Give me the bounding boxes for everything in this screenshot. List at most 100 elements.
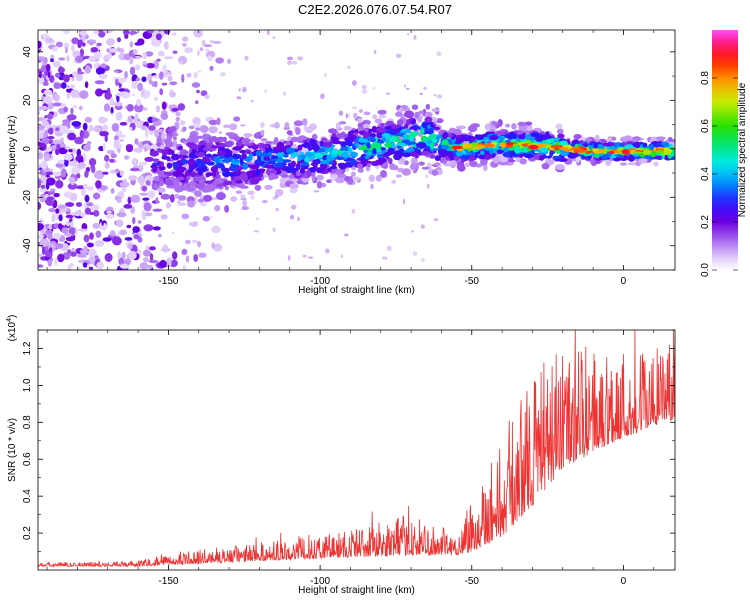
spectrogram-blob <box>43 89 53 96</box>
spectrogram-blob <box>76 173 81 179</box>
spectrogram-blob <box>283 154 289 158</box>
spectrogram-blob <box>111 123 120 132</box>
spectrogram-blob <box>70 251 77 257</box>
spectrogram-blob <box>197 240 202 248</box>
spectrogram-blob <box>187 200 196 208</box>
spectrogram-blob <box>99 131 109 137</box>
spectrogram-blob <box>480 150 485 156</box>
spectrogram-blob <box>491 121 498 126</box>
spectrogram-blob <box>275 208 279 212</box>
spectrogram-blob <box>106 37 116 46</box>
spectrogram-blob <box>297 144 303 151</box>
spectrogram-blob <box>634 141 641 149</box>
spectrogram-blob <box>428 134 434 141</box>
spectrogram-blob <box>502 151 511 158</box>
spectrogram-blob <box>192 117 201 125</box>
spectrogram-blob <box>134 64 140 71</box>
spectrogram-blob <box>324 72 327 78</box>
spectrogram-blob <box>86 186 95 191</box>
spectrogram-blob <box>62 30 70 35</box>
y-tick-label: 20 <box>22 94 33 106</box>
spectrogram-blob <box>195 127 201 131</box>
spectrogram-blob <box>420 150 430 156</box>
spectrogram-blob <box>103 222 107 232</box>
spectrogram-blob <box>202 133 210 139</box>
spectrogram-blob <box>409 135 414 142</box>
spectrogram-blob <box>340 146 349 152</box>
spectrogram-blob <box>72 71 77 78</box>
spectrogram-blob <box>199 125 209 133</box>
spectrogram-blob <box>194 190 202 198</box>
spectrogram-blob <box>508 132 518 140</box>
spectrogram-blob <box>357 117 363 124</box>
spectrogram-blob <box>55 72 61 78</box>
spectrogram-blob <box>125 145 134 153</box>
spectrogram-blob <box>84 65 91 74</box>
spectrogram-blob <box>140 125 148 131</box>
spectrogram-blob <box>66 55 70 62</box>
spectrogram-blob <box>451 145 463 150</box>
spectrogram-blob <box>519 158 527 165</box>
spectrogram-blob <box>38 124 45 131</box>
spectrogram-blob <box>128 175 138 181</box>
spectrogram-blob <box>159 182 164 187</box>
spectrogram-blob <box>401 152 409 157</box>
spectrogram-blob <box>171 171 179 176</box>
spectrogram-blob <box>148 259 158 264</box>
spectrogram-blob <box>38 40 42 49</box>
spectrogram-blob <box>287 136 292 142</box>
spectrogram-blob <box>66 114 77 121</box>
spectrogram-blob <box>38 233 44 240</box>
colorbar-tick-label: 0.4 <box>700 167 711 181</box>
spectrogram-blob <box>68 227 76 235</box>
spectrogram-blob <box>339 121 347 125</box>
spectrogram-blob <box>38 201 42 210</box>
spectrogram-blob <box>162 244 169 253</box>
spectrogram-blob <box>95 67 106 75</box>
spectrogram-blob <box>230 196 238 202</box>
spectrogram-blob <box>361 89 368 94</box>
colorbar-tick-label: 0.6 <box>700 119 711 133</box>
spectrogram-blob <box>72 105 78 109</box>
spectrogram-blob <box>109 230 116 237</box>
spectrogram-blob <box>42 81 49 87</box>
spectrogram-blob <box>421 166 430 170</box>
x-tick-label: -100 <box>310 276 330 287</box>
spectrogram-blob <box>372 87 376 90</box>
spectrogram-blob <box>376 131 383 139</box>
spectrogram-blob <box>55 180 64 189</box>
spectrogram-blob <box>198 252 207 258</box>
spectrogram-blob <box>204 94 210 100</box>
spectrogram-blob <box>270 155 279 160</box>
spectrogram-blob <box>197 198 205 203</box>
spectrogram-blob <box>48 127 54 135</box>
spectrogram-blob <box>181 155 189 159</box>
spectrogram-blob <box>46 177 56 186</box>
spectrogram-blob <box>234 179 244 184</box>
spectrogram-blob <box>102 237 112 242</box>
spectrogram-blob <box>283 91 286 96</box>
spectrogram-blob <box>188 125 195 130</box>
spectrogram-blob <box>215 57 224 64</box>
spectrogram-blob <box>210 216 213 219</box>
spectrogram-blob <box>157 50 165 57</box>
spectrogram-blob <box>241 153 247 160</box>
y-axis-multiplier: (x104) <box>6 315 18 342</box>
spectrogram-blob <box>119 181 130 188</box>
spectrogram-blob <box>155 197 159 204</box>
spectrogram-blob <box>129 66 136 76</box>
spectrogram-blob <box>329 165 338 170</box>
spectrogram-blob <box>196 89 200 94</box>
spectrogram-blob <box>630 149 635 154</box>
spectrogram-blob <box>110 107 114 114</box>
spectrogram-blob <box>199 47 204 52</box>
spectrogram-blob <box>325 248 330 254</box>
spectrogram-blob <box>416 142 427 149</box>
spectrogram-blob <box>506 142 513 146</box>
x-tick-label: 0 <box>621 276 627 287</box>
spectrogram-blob <box>446 152 453 157</box>
multiplier-close: ) <box>7 315 18 318</box>
spectrogram-blob <box>627 162 636 166</box>
spectrogram-blob <box>142 197 150 201</box>
spectrogram-blob <box>633 151 643 154</box>
